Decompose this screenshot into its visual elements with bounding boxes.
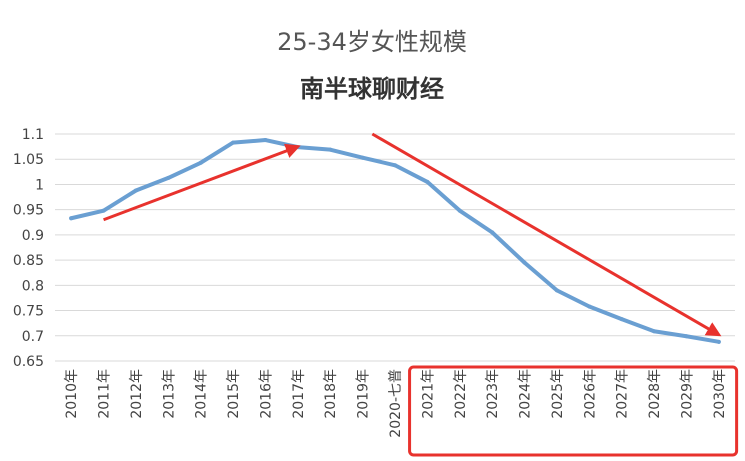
x-tick-label: 2027年 — [615, 369, 631, 419]
x-tick-label: 2024年 — [518, 369, 534, 419]
data-point — [360, 155, 365, 160]
data-point — [198, 160, 203, 165]
x-tick-label: 2011年 — [97, 369, 113, 419]
data-point — [619, 317, 624, 322]
trend-up-arrow — [103, 143, 301, 222]
x-tick-label: 2012年 — [129, 369, 145, 419]
data-point — [716, 339, 721, 344]
y-tick-label: 0.85 — [13, 253, 44, 269]
y-tick-label: 1.1 — [22, 127, 44, 143]
y-tick-label: 0.9 — [22, 228, 44, 244]
data-point — [133, 188, 138, 193]
x-tick-label: 2025年 — [550, 369, 566, 419]
x-tick-label: 2028年 — [647, 369, 663, 419]
chart-title: 25-34岁女性规模 — [277, 28, 467, 56]
data-point — [522, 260, 527, 265]
y-tick-label: 0.65 — [13, 354, 44, 370]
trend-down-arrow — [371, 132, 722, 337]
x-tick-label: 2018年 — [323, 369, 339, 419]
data-point — [101, 208, 106, 213]
y-tick-label: 1.05 — [13, 152, 44, 168]
data-point — [69, 216, 74, 221]
y-axis-ticks: 1.1 1.05 1 0.95 0.9 0.85 0.8 0.75 0.7 0.65 — [13, 127, 44, 370]
y-tick-label: 0.8 — [22, 278, 44, 294]
series-points — [69, 138, 721, 344]
data-point — [587, 304, 592, 309]
x-tick-label: 2010年 — [64, 369, 80, 419]
y-tick-label: 0.75 — [13, 304, 44, 320]
watermark: 知乎 @Jason不晓 — [572, 424, 732, 448]
data-point — [393, 163, 397, 168]
x-tick-label: 2013年 — [161, 369, 177, 419]
data-point — [425, 179, 430, 184]
x-tick-label: 2029年 — [679, 369, 695, 419]
data-point — [652, 329, 657, 334]
x-tick-label: 2030年 — [712, 369, 728, 419]
data-point — [166, 175, 171, 180]
x-tick-label: 2015年 — [226, 369, 242, 419]
data-point — [328, 147, 333, 152]
data-point — [263, 138, 268, 143]
y-tick-label: 0.7 — [22, 329, 44, 345]
x-tick-label: 2014年 — [194, 369, 210, 419]
highlight-box — [408, 365, 739, 457]
x-tick-label: 2022年 — [453, 369, 469, 419]
y-tick-label: 1 — [35, 177, 44, 193]
data-point — [490, 230, 495, 235]
x-tick-label: 2021年 — [420, 369, 436, 419]
data-point — [231, 140, 236, 145]
annotations — [103, 132, 739, 457]
x-tick-label: 2016年 — [258, 369, 274, 419]
data-point — [684, 334, 689, 339]
x-tick-label: 2026年 — [582, 369, 598, 419]
data-point — [457, 208, 462, 213]
data-point — [554, 288, 559, 293]
x-tick-label: 2020-七普 — [388, 369, 404, 438]
chart-subtitle: 南半球聊财经 — [300, 75, 444, 103]
x-tick-label: 2023年 — [485, 369, 501, 419]
series-line — [69, 138, 721, 344]
x-tick-label: 2019年 — [356, 369, 372, 419]
x-tick-label: 2017年 — [291, 369, 307, 419]
x-axis-ticks: 2010年 2011年 2012年 2013年 2014年 2015年 2016年 2017年… — [64, 369, 728, 438]
y-tick-label: 0.95 — [13, 203, 44, 219]
gridlines — [55, 133, 735, 362]
